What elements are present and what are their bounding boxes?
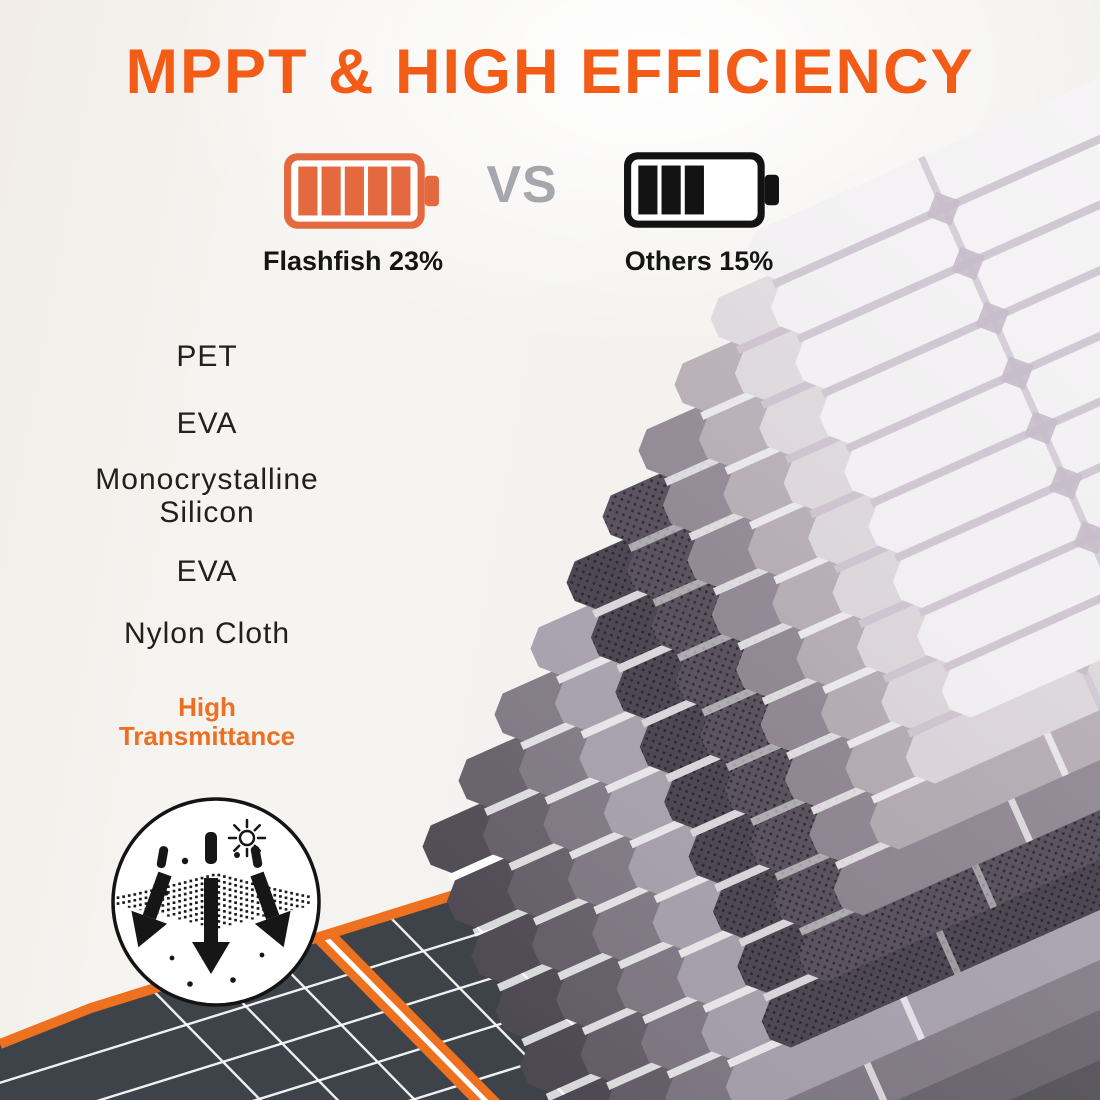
others-efficiency-label: Others 15% <box>624 246 774 276</box>
layer-label-pet: PET <box>176 340 238 373</box>
layer-label-nylon-cloth: Nylon Cloth <box>123 617 291 650</box>
layer-label-eva-bottom: EVA <box>176 555 238 588</box>
layer-label-high-transmittance: High Transmittance <box>118 692 296 751</box>
down-arrows-icon <box>131 832 291 987</box>
panel-layer-0 <box>746 0 1100 718</box>
light-transmittance-icon <box>111 797 321 1007</box>
sun-icon <box>227 818 267 858</box>
vs-label: VS <box>486 156 558 214</box>
battery-full-icon <box>284 153 439 229</box>
exploded-layer-stack <box>422 0 1100 1100</box>
layer-label-eva-top: EVA <box>176 407 238 440</box>
layer-label-monocrystalline-silicon: Monocrystalline Silicon <box>95 463 319 529</box>
battery-medium-icon <box>624 152 779 228</box>
flashfish-efficiency-label: Flashfish 23% <box>262 246 444 276</box>
page-title: MPPT & HIGH EFFICIENCY <box>125 37 975 107</box>
